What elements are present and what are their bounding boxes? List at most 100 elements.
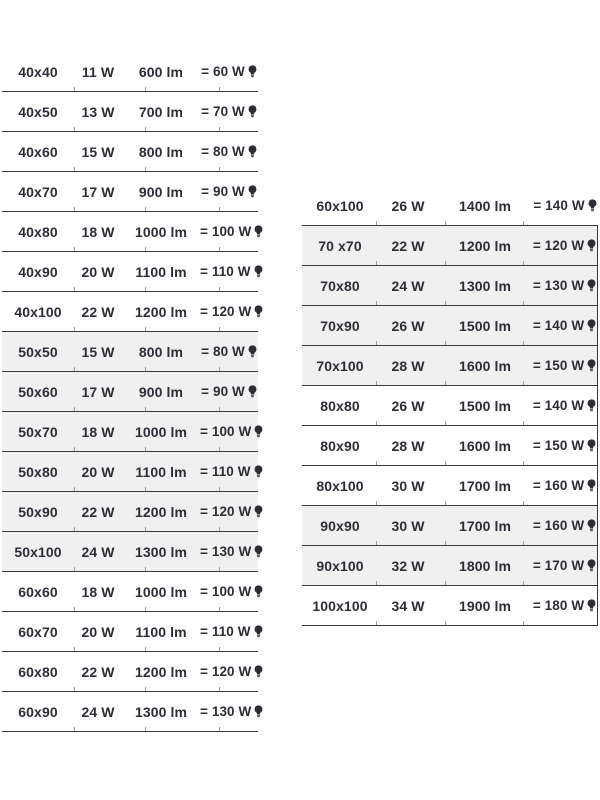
lightbulb-icon [254,704,263,717]
cell-watts: 26 W [391,397,425,414]
table-row: 90x100 32 W 1800 lm = 170 W [302,546,598,586]
cell-lumens: 1600 lm [458,437,512,454]
equivalent-label: = 120 W [200,303,252,319]
cell-equivalent: = 140 W [532,199,598,213]
cell-size: 90x90 [320,517,360,534]
cell-size: 50x50 [18,343,58,360]
cell-watts: 20 W [81,263,115,280]
lightbulb-icon [254,504,263,517]
equivalent-label: = 100 W [200,423,252,439]
cell-equivalent: = 90 W [200,185,258,199]
cell-lumens: 1200 lm [458,237,512,254]
lightbulb-icon [587,318,596,331]
cell-lumens: 800 lm [138,143,184,160]
cell-equivalent: = 160 W [532,519,597,533]
cell-watts: 18 W [81,423,115,440]
lightbulb-icon [248,384,257,397]
cell-lumens: 1300 lm [458,277,512,294]
cell-watts: 17 W [81,383,115,400]
lightbulb-icon [254,264,262,277]
cell-watts: 26 W [391,197,425,214]
cell-watts: 30 W [391,477,425,494]
cell-equivalent: = 170 W [532,559,597,573]
cell-lumens: 1000 lm [134,583,188,600]
lightbulb-icon [587,518,596,531]
equivalent-label: = 120 W [200,503,252,519]
equivalent-label: = 110 W [200,463,251,479]
lightbulb-icon [587,358,596,371]
cell-size: 60x60 [18,583,58,600]
cell-lumens: 800 lm [138,343,184,360]
cell-watts: 30 W [391,517,425,534]
equivalent-label: = 150 W [532,357,585,373]
lightbulb-icon [587,278,596,291]
lightbulb-icon [254,424,263,437]
cell-size: 50x80 [18,463,58,480]
cell-equivalent: = 180 W [532,599,597,613]
table-row: 40x90 20 W 1100 lm = 110 W [2,252,262,292]
cell-equivalent: = 110 W [200,265,263,279]
cell-equivalent: = 60 W [200,65,258,79]
cell-size: 70 x70 [318,237,362,254]
cell-equivalent: = 130 W [200,705,263,719]
table-row: 50x90 22 W 1200 lm = 120 W [2,492,263,532]
equivalent-label: = 110 W [200,263,251,279]
lightbulb-icon [248,344,257,357]
equivalent-label: = 160 W [532,477,585,493]
cell-lumens: 1600 lm [458,357,512,374]
equivalent-label: = 120 W [200,663,252,679]
cell-lumens: 1100 lm [135,263,187,280]
cell-size: 80x100 [316,477,364,494]
cell-watts: 17 W [81,183,115,200]
cell-equivalent: = 100 W [200,225,263,239]
cell-size: 60x90 [18,703,58,720]
cell-watts: 13 W [81,103,115,120]
equivalent-label: = 80 W [201,143,245,159]
table-row: 90x90 30 W 1700 lm = 160 W [302,506,598,546]
equivalent-label: = 60 W [201,63,245,79]
table-row: 40x70 17 W 900 lm = 90 W [2,172,258,212]
cell-lumens: 600 lm [138,63,184,80]
right-spec-table: 60x100 26 W 1400 lm = 140 W 70 x70 22 W … [302,186,598,626]
cell-watts: 34 W [391,597,425,614]
cell-lumens: 1700 lm [458,477,512,494]
cell-size: 40x70 [18,183,58,200]
table-row: 40x40 11 W 600 lm = 60 W [2,52,258,92]
cell-watts: 15 W [81,343,115,360]
cell-equivalent: = 90 W [200,385,258,399]
lightbulb-icon [587,398,596,411]
lightbulb-icon [587,558,596,571]
equivalent-label: = 140 W [533,197,585,213]
cell-size: 40x100 [14,303,62,320]
cell-equivalent: = 100 W [200,585,263,599]
cell-size: 70x100 [316,357,364,374]
cell-watts: 28 W [391,437,425,454]
cell-watts: 24 W [391,277,425,294]
cell-watts: 24 W [81,543,115,560]
table-row: 60x70 20 W 1100 lm = 110 W [2,612,262,652]
cell-lumens: 1500 lm [458,317,512,334]
cell-lumens: 1200 lm [134,663,188,680]
cell-size: 40x80 [18,223,58,240]
equivalent-label: = 110 W [200,623,251,639]
table-row: 50x80 20 W 1100 lm = 110 W [2,452,262,492]
equivalent-label: = 90 W [201,183,245,199]
cell-equivalent: = 150 W [532,359,597,373]
cell-size: 60x70 [18,623,58,640]
lightbulb-icon [248,64,257,77]
equivalent-label: = 90 W [201,383,245,399]
table-row: 100x100 34 W 1900 lm = 180 W [302,586,598,626]
cell-size: 60x80 [18,663,58,680]
cell-lumens: 1700 lm [458,517,512,534]
equivalent-label: = 130 W [200,543,252,559]
table-row: 40x50 13 W 700 lm = 70 W [2,92,258,132]
table-row: 70 x70 22 W 1200 lm = 120 W [302,226,598,266]
cell-lumens: 1000 lm [134,223,188,240]
equivalent-label: = 70 W [201,103,245,119]
cell-equivalent: = 140 W [532,319,597,333]
cell-size: 100x100 [312,597,368,614]
lightbulb-icon [248,184,257,197]
cell-equivalent: = 80 W [200,345,258,359]
lightbulb-icon [588,198,597,211]
table-row: 70x100 28 W 1600 lm = 150 W [302,346,598,386]
